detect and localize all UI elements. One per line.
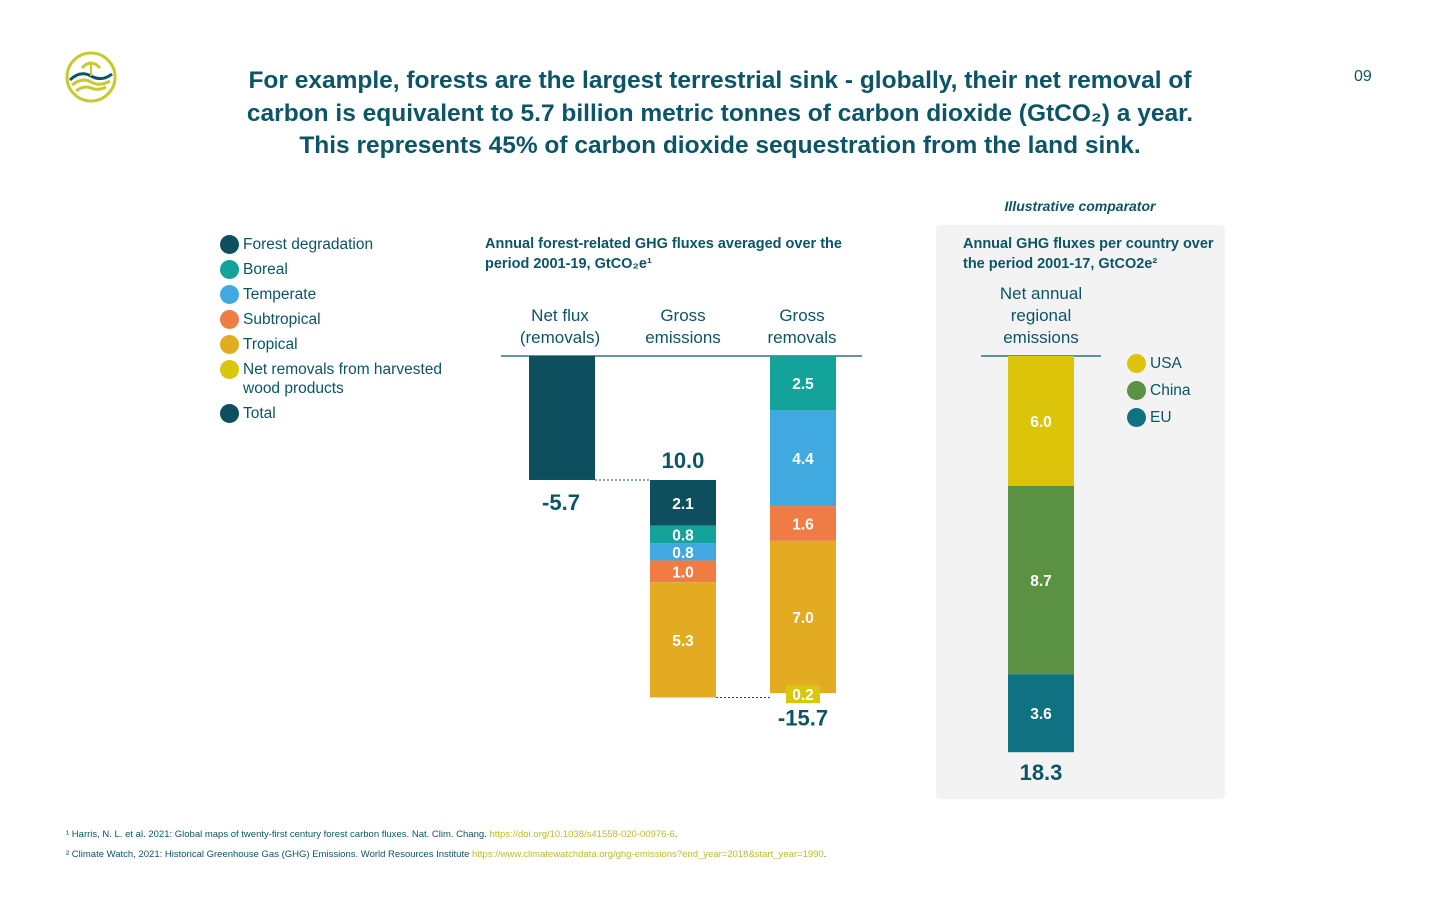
headline: For example, forests are the largest ter… [180, 65, 1260, 163]
column-label-net-annual-regional: Net annual regional emissions [981, 283, 1101, 349]
legend-label: Total [243, 405, 276, 422]
bar-net-flux [529, 356, 595, 480]
column-label-line: Gross [779, 306, 825, 325]
bar-gross-removals-boreal [770, 356, 836, 411]
chart-legend: Forest degradation Boreal Temperate Subt… [220, 235, 453, 429]
comparator-legend: USA China EU [1127, 354, 1210, 435]
column-label-line: emissions [645, 328, 721, 347]
data-label-gross-removals-tropical: 7.0 [792, 610, 814, 627]
legend-item-total: Total [220, 404, 453, 423]
data-label-gross-emissions-forest-degradation: 2.1 [672, 496, 694, 513]
data-label-gross-emissions-total: 10.0 [662, 448, 705, 473]
column-label-line: Net flux [531, 306, 589, 325]
column-label-net-flux: Net flux (removals) [500, 305, 620, 349]
legend-label: Subtropical [243, 311, 321, 328]
legend-item-china: China [1127, 381, 1210, 400]
forest-wave-logo-icon [64, 50, 118, 104]
legend-item-usa: USA [1127, 354, 1210, 373]
bar-gross-emissions-forest-degradation [650, 479, 716, 526]
data-label-comparator-total: 18.3 [1020, 760, 1063, 785]
legend-swatch [220, 285, 239, 304]
column-label-line: Net annual [999, 284, 1083, 303]
footnote-link[interactable]: https://www.climatewatchdata.org/ghg-emi… [472, 849, 824, 860]
headline-line-2: carbon is equivalent to 5.7 billion metr… [246, 99, 1194, 127]
data-label-gross-emissions-temperate: 0.8 [672, 545, 694, 562]
column-label-line: regional [1010, 306, 1072, 325]
footnote-1: ¹ Harris, N. L. et al. 2021: Global maps… [66, 829, 677, 840]
comparator-label: Illustrative comparator [1004, 198, 1156, 214]
legend-label: EU [1150, 409, 1172, 426]
legend-swatch [220, 310, 239, 329]
legend-swatch [1127, 408, 1146, 427]
bar-comparator-usa [1008, 356, 1074, 486]
footnote-2: ² Climate Watch, 2021: Historical Greenh… [66, 849, 826, 860]
legend-swatch [220, 404, 239, 423]
data-label-comparator-china: 8.7 [1030, 573, 1052, 590]
data-label-gross-emissions-boreal: 0.8 [672, 527, 694, 544]
footnote-link[interactable]: https://doi.org/10.1038/s41558-020-00976… [489, 829, 675, 840]
legend-label: Boreal [243, 261, 288, 278]
legend-item-temperate: Temperate [220, 285, 453, 304]
legend-label: USA [1150, 355, 1182, 372]
footnote-text: ¹ Harris, N. L. et al. 2021: Global maps… [66, 829, 490, 840]
legend-label: Net removals from harvested wood product… [243, 361, 442, 397]
column-label-gross-emissions: Gross emissions [623, 305, 743, 349]
legend-label: China [1150, 382, 1191, 399]
legend-item-tropical: Tropical [220, 335, 453, 354]
legend-swatch [220, 260, 239, 279]
data-label-gross-removals-temperate: 4.4 [792, 451, 814, 468]
column-label-line: emissions [1003, 328, 1079, 347]
legend-label: Tropical [243, 336, 298, 353]
bar-gross-emissions-boreal [650, 525, 716, 544]
bar-gross-removals-net-removals-from-harvested-wood-products [786, 685, 820, 704]
legend-swatch [1127, 381, 1146, 400]
bar-gross-removals-subtropical [770, 506, 836, 541]
data-label-comparator-eu: 3.6 [1030, 706, 1052, 723]
bar-gross-removals-temperate [770, 410, 836, 507]
legend-item-forest-degradation: Forest degradation [220, 235, 453, 254]
column-label-line: (removals) [519, 328, 601, 347]
bar-comparator-eu [1008, 674, 1074, 753]
bar-gross-emissions-subtropical [650, 560, 716, 583]
data-label-gross-removals-subtropical: 1.6 [792, 516, 814, 533]
legend-item-subtropical: Subtropical [220, 310, 453, 329]
comparator-chart-title: Annual GHG fluxes per country over the p… [963, 236, 1214, 272]
data-label-comparator-usa: 6.0 [1030, 414, 1052, 431]
comparator-panel [936, 225, 1225, 799]
headline-line-3: This represents 45% of carbon dioxide se… [299, 132, 1141, 159]
legend-item-boreal: Boreal [220, 260, 453, 279]
column-label-line: removals [767, 328, 837, 347]
data-label-gross-removals-boreal: 2.5 [792, 376, 814, 393]
data-label-gross-removals-net-removals-from-harvested-wood-products: 0.2 [792, 687, 814, 704]
footnote-text: ² Climate Watch, 2021: Historical Greenh… [66, 849, 472, 860]
page-number: 09 [1354, 68, 1372, 85]
column-label-gross-removals: Gross removals [742, 305, 862, 349]
bar-gross-emissions-temperate [650, 543, 716, 561]
legend-swatch [220, 235, 239, 254]
legend-swatch [1127, 354, 1146, 373]
bar-gross-emissions-tropical [650, 582, 716, 698]
data-label-gross-emissions-tropical: 5.3 [672, 633, 694, 650]
footnote-end: . [823, 849, 827, 860]
column-label-line: Gross [660, 306, 706, 325]
legend-item-hwp: Net removals from harvested wood product… [220, 360, 453, 398]
data-label-net-flux: -5.7 [542, 490, 580, 515]
bar-gross-removals-tropical [770, 540, 836, 694]
data-label-gross-removals-total: -15.7 [778, 705, 828, 730]
legend-swatch [220, 335, 239, 354]
headline-line-1: For example, forests are the largest ter… [248, 67, 1192, 94]
bar-comparator-china [1008, 485, 1074, 675]
legend-label: Temperate [243, 286, 317, 303]
main-chart-title: Annual forest-related GHG fluxes average… [485, 236, 842, 272]
data-label-gross-emissions-subtropical: 1.0 [672, 564, 694, 581]
footnote-end: . [674, 829, 678, 840]
legend-swatch [220, 360, 239, 379]
legend-item-eu: EU [1127, 408, 1210, 427]
legend-label: Forest degradation [243, 236, 374, 253]
